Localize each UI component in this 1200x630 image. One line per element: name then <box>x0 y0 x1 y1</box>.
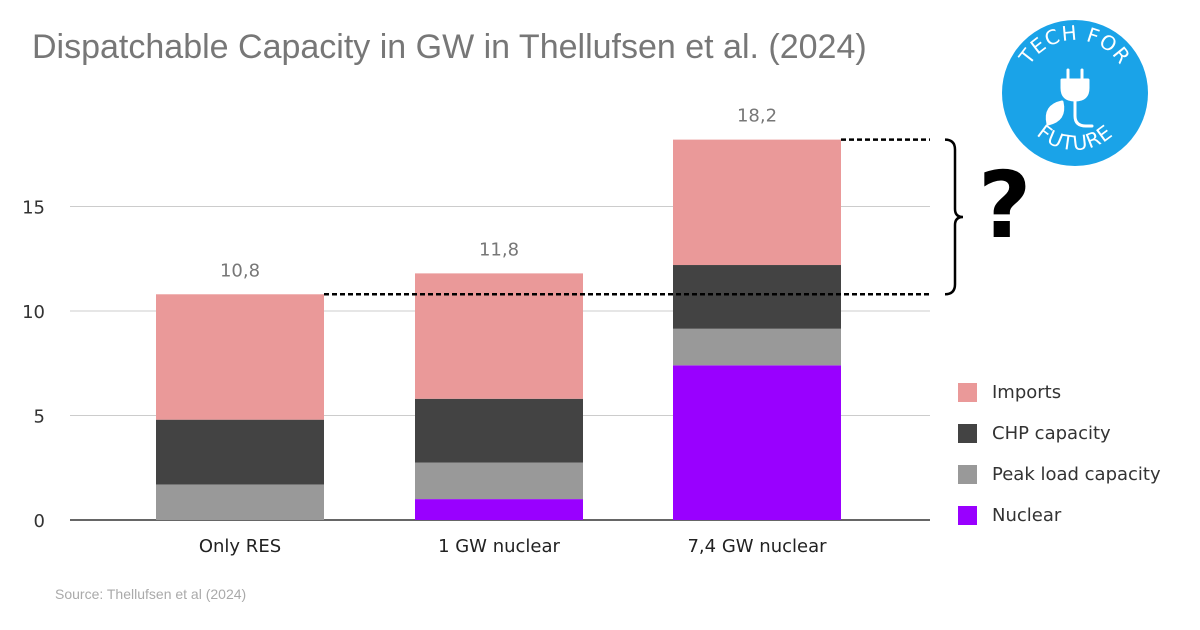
curly-brace <box>944 138 964 296</box>
bar-segment <box>415 499 583 520</box>
legend-label: Nuclear <box>992 504 1062 526</box>
x-tick-label: 7,4 GW nuclear <box>687 536 827 557</box>
bar-segment <box>673 328 841 366</box>
legend-item: Peak load capacity <box>958 459 1161 489</box>
source-note: Source: Thellufsen et al (2024) <box>55 586 247 602</box>
y-tick-label: 0 <box>34 511 45 532</box>
total-labels: 10,8 11,8 18,2 <box>220 106 777 282</box>
bar-segment <box>673 265 841 329</box>
legend-label: Peak load capacity <box>992 463 1161 485</box>
legend-swatch <box>958 464 977 484</box>
legend-label: Imports <box>992 381 1062 403</box>
total-label: 10,8 <box>220 260 260 281</box>
legend-item: CHP capacity <box>958 418 1161 448</box>
y-tick-label: 5 <box>34 407 45 428</box>
bar-segment <box>415 273 583 399</box>
bar-segment <box>673 365 841 520</box>
y-tick-label: 15 <box>22 198 45 219</box>
x-tick-label: Only RES <box>199 536 281 557</box>
bar-segment <box>415 398 583 463</box>
legend-swatch <box>958 423 977 443</box>
chart-title: Dispatchable Capacity in GW in Thellufse… <box>32 28 867 66</box>
difference-annotation <box>324 138 964 296</box>
y-tick-label: 10 <box>22 302 45 323</box>
bar-segment <box>156 419 324 485</box>
total-label: 11,8 <box>479 239 519 260</box>
legend-label: CHP capacity <box>992 422 1111 444</box>
x-axis-ticks: Only RES 1 GW nuclear 7,4 GW nuclear <box>199 536 827 557</box>
question-mark: ? <box>978 152 1032 259</box>
bar-segment <box>673 139 841 266</box>
legend-swatch <box>958 505 977 525</box>
legend-item: Imports <box>958 377 1161 407</box>
legend-item: Nuclear <box>958 500 1161 530</box>
plug-leaf-icon <box>1045 68 1094 128</box>
bars <box>156 139 841 520</box>
bar-segment <box>156 294 324 420</box>
legend: Imports CHP capacity Peak load capacity Nuc… <box>958 377 1161 541</box>
legend-swatch <box>958 382 977 402</box>
y-axis-ticks: 0 5 10 15 <box>22 198 45 533</box>
bar-segment <box>415 462 583 500</box>
x-tick-label: 1 GW nuclear <box>438 536 560 557</box>
bar-segment <box>156 484 324 520</box>
total-label: 18,2 <box>737 106 777 127</box>
tech-for-future-logo: TECH FOR FUTURE <box>1000 18 1150 172</box>
